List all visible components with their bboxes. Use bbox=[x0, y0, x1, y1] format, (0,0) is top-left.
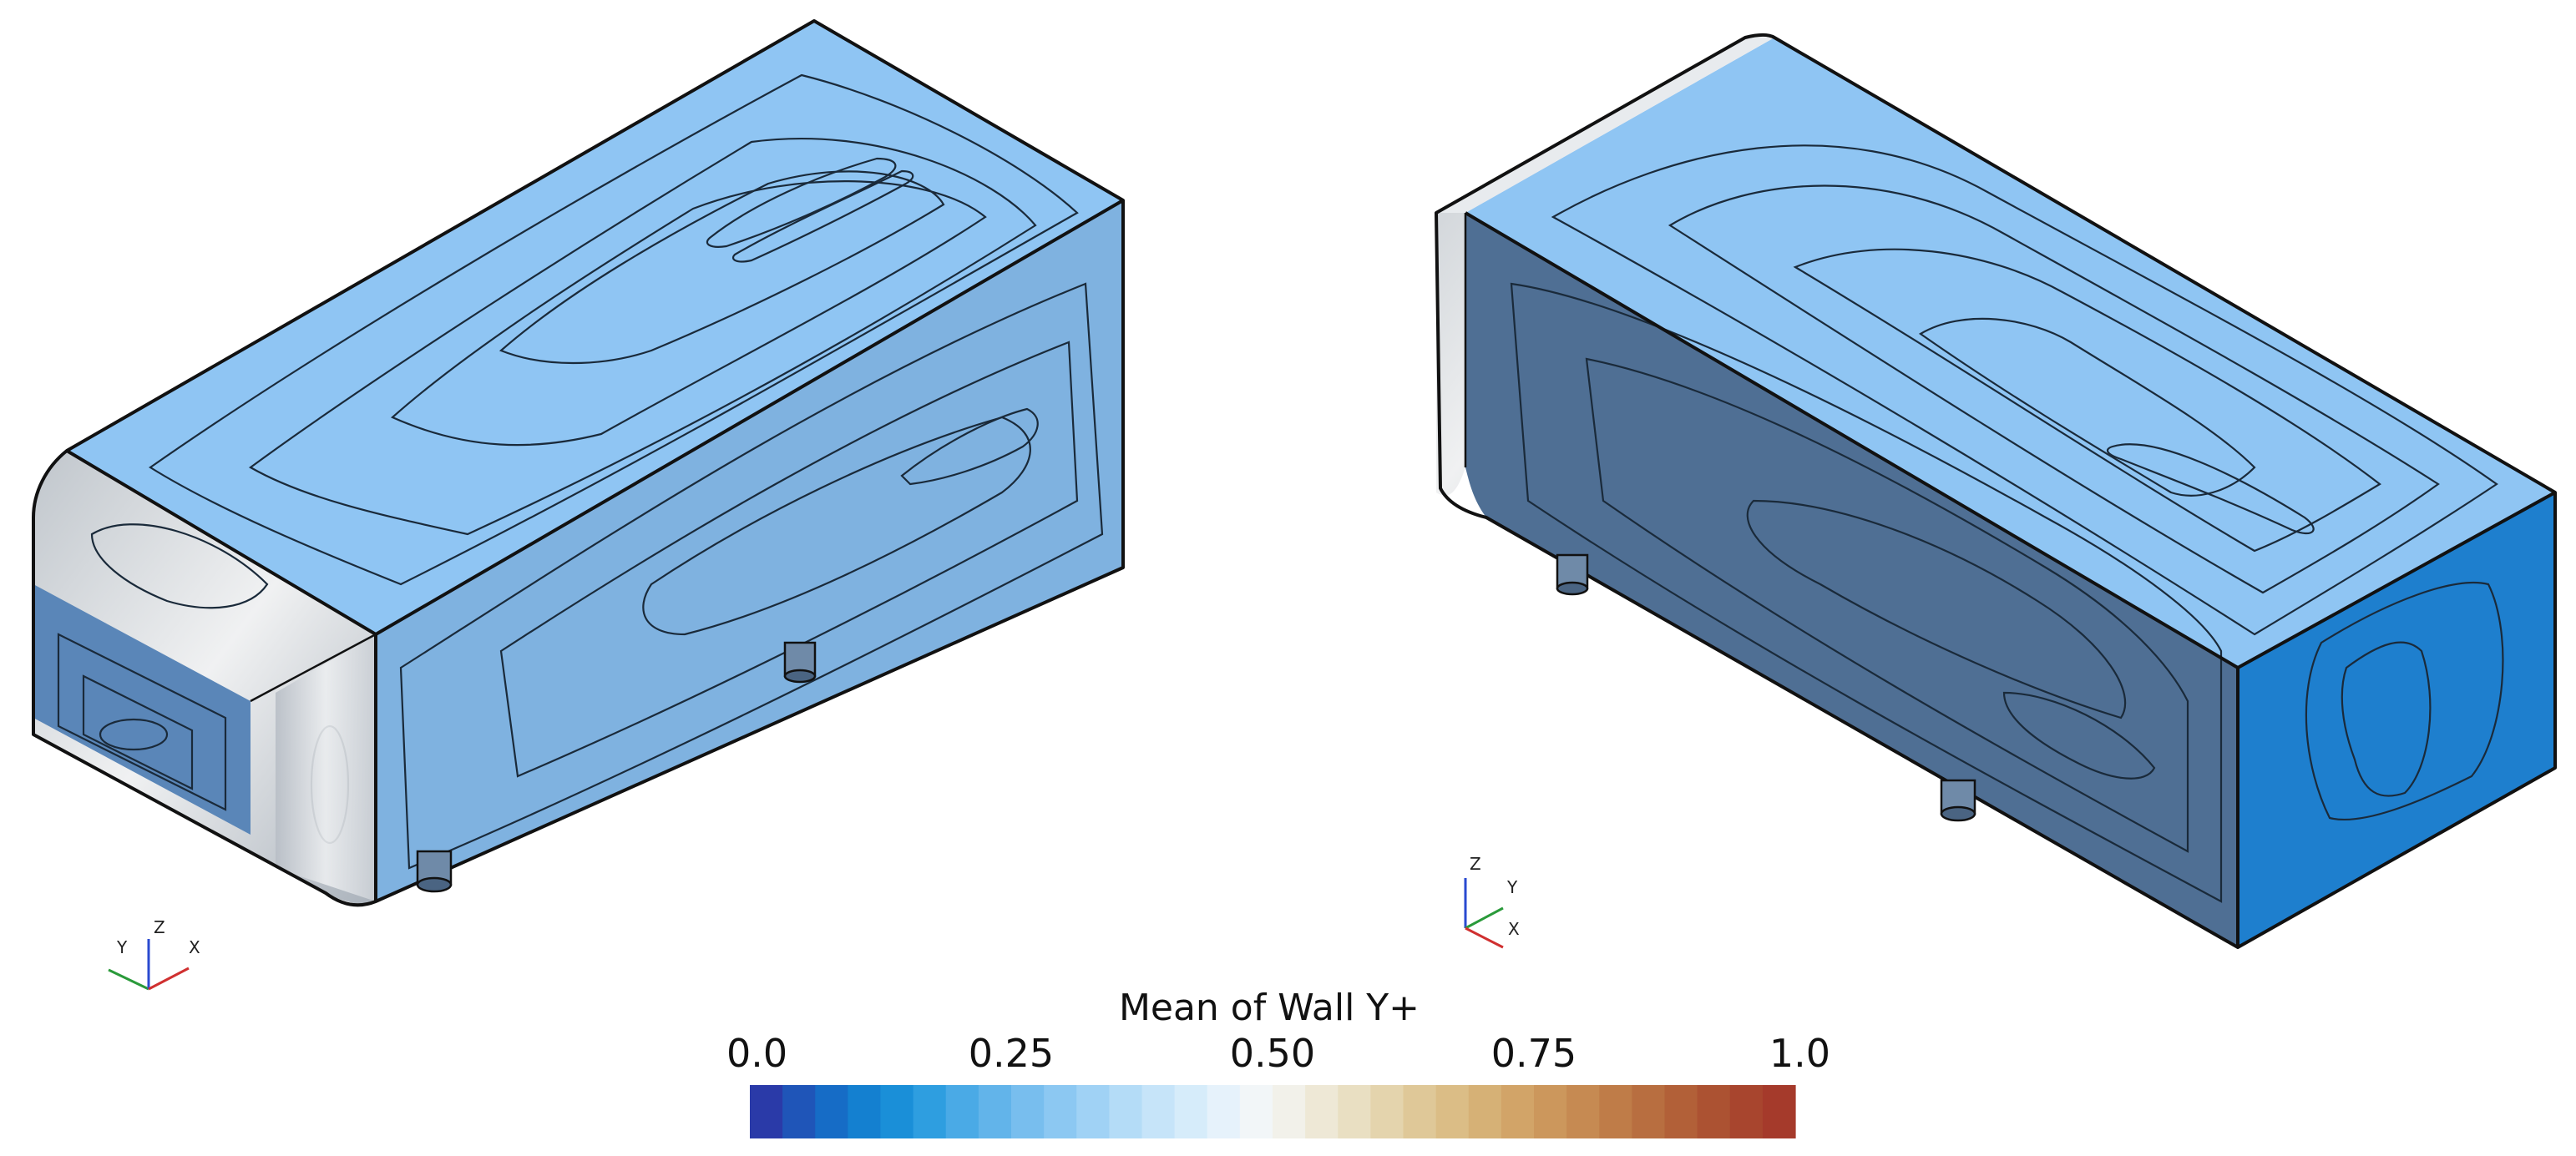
left-end-contour-2 bbox=[82, 674, 194, 790]
left-top-contour-6 bbox=[731, 169, 914, 263]
legend-color-band bbox=[750, 1085, 783, 1138]
legend-color-band bbox=[1174, 1085, 1208, 1138]
left-leg-2 bbox=[783, 641, 817, 684]
legend-color-bar bbox=[750, 1085, 1796, 1138]
left-top-contour-4 bbox=[498, 170, 945, 365]
legend-color-band bbox=[1239, 1085, 1273, 1138]
left-side-contour-3 bbox=[642, 416, 1031, 636]
legend-color-band bbox=[1109, 1085, 1143, 1138]
color-legend: Mean of Wall Y+ 0.0 0.25 0.50 0.75 1.0 bbox=[726, 987, 1830, 1138]
legend-color-band bbox=[1370, 1085, 1404, 1138]
right-triad-label-y: Y bbox=[1506, 877, 1518, 897]
right-end-strip-top bbox=[1436, 38, 1774, 213]
right-top-contour-5 bbox=[2106, 443, 2315, 534]
legend-color-band bbox=[1076, 1085, 1110, 1138]
legend-color-band bbox=[1207, 1085, 1241, 1138]
right-triad-label-z: Z bbox=[1470, 854, 1481, 874]
left-top-contour-5 bbox=[706, 157, 897, 248]
legend-color-band bbox=[1566, 1085, 1600, 1138]
left-end-side-strip bbox=[276, 634, 376, 901]
left-end-top-contour bbox=[90, 523, 269, 609]
right-model-view: Z Y X bbox=[1435, 33, 2557, 949]
left-triad-y-line bbox=[108, 968, 149, 991]
left-triad-label-z: Z bbox=[154, 917, 165, 937]
left-end-face bbox=[33, 584, 251, 835]
right-end-contour-2 bbox=[2341, 641, 2432, 797]
legend-color-band bbox=[782, 1085, 816, 1138]
right-top-face bbox=[1465, 38, 2555, 668]
right-top-contour-2 bbox=[1668, 184, 2440, 594]
legend-color-band bbox=[978, 1085, 1012, 1138]
right-side-face bbox=[1465, 213, 2238, 947]
legend-color-band bbox=[945, 1085, 979, 1138]
left-triad-label-y: Y bbox=[116, 937, 128, 957]
left-end-contour-3 bbox=[99, 718, 169, 751]
right-top-contour-1 bbox=[1551, 144, 2498, 636]
right-leg-2 bbox=[1940, 779, 1976, 822]
right-triad-x-line bbox=[1465, 926, 1504, 949]
right-side-contour-2 bbox=[1585, 357, 2189, 853]
legend-tick-label: 0.75 bbox=[1491, 1031, 1576, 1076]
right-leg-1 bbox=[1556, 553, 1589, 596]
right-end-contour-1 bbox=[2305, 581, 2504, 821]
legend-color-band bbox=[1762, 1085, 1796, 1138]
legend-tick-label: 1.0 bbox=[1769, 1031, 1830, 1076]
legend-color-band bbox=[815, 1085, 848, 1138]
right-top-contour-3 bbox=[1793, 248, 2381, 553]
legend-color-band bbox=[1632, 1085, 1666, 1138]
legend-color-band bbox=[1435, 1085, 1470, 1138]
right-axis-triad: Z Y X bbox=[1464, 854, 1520, 949]
legend-color-band bbox=[1305, 1085, 1339, 1138]
legend-tick-label: 0.0 bbox=[726, 1031, 787, 1076]
left-top-contour-3 bbox=[390, 180, 987, 447]
legend-color-band bbox=[1664, 1085, 1698, 1138]
left-triad-x-line bbox=[148, 967, 190, 991]
right-side-contour-4 bbox=[2002, 691, 2156, 780]
right-triad-y-line bbox=[1465, 906, 1504, 930]
legend-color-band bbox=[1468, 1085, 1502, 1138]
left-model-view: Y Z X bbox=[32, 19, 1125, 991]
left-outline bbox=[32, 19, 1125, 907]
left-triad-label-x: X bbox=[189, 937, 200, 957]
left-end-diagonal bbox=[250, 633, 377, 703]
right-top-contour-4 bbox=[1918, 317, 2256, 497]
legend-color-band bbox=[848, 1085, 882, 1138]
right-side-contour-1 bbox=[1510, 282, 2223, 903]
left-side-contour-2 bbox=[499, 341, 1079, 778]
legend-color-band bbox=[1011, 1085, 1045, 1138]
legend-color-band bbox=[1044, 1085, 1077, 1138]
left-side-face bbox=[376, 200, 1123, 901]
legend-color-band bbox=[1534, 1085, 1567, 1138]
legend-tick-label: 0.25 bbox=[969, 1031, 1054, 1076]
legend-color-band bbox=[913, 1085, 947, 1138]
legend-color-band bbox=[880, 1085, 914, 1138]
legend-color-band bbox=[1141, 1085, 1176, 1138]
left-top-contour-2 bbox=[248, 138, 1037, 536]
legend-color-band bbox=[1729, 1085, 1764, 1138]
legend-tick-labels: 0.0 0.25 0.50 0.75 1.0 bbox=[726, 1031, 1830, 1076]
right-outline bbox=[1435, 33, 2557, 949]
legend-color-band bbox=[1599, 1085, 1632, 1138]
right-end-face bbox=[2238, 492, 2555, 947]
legend-tick-label: 0.50 bbox=[1230, 1031, 1315, 1076]
left-side-contour-4 bbox=[900, 407, 1039, 486]
legend-title: Mean of Wall Y+ bbox=[1119, 987, 1420, 1029]
left-axis-triad: Y Z X bbox=[108, 917, 200, 991]
legend-color-band bbox=[1501, 1085, 1535, 1138]
right-triad-label-x: X bbox=[1508, 919, 1520, 939]
left-side-contour-1 bbox=[399, 282, 1104, 870]
legend-color-band bbox=[1697, 1085, 1731, 1138]
left-top-face bbox=[67, 21, 1123, 634]
legend-color-band bbox=[1403, 1085, 1437, 1138]
right-side-contour-3 bbox=[1746, 499, 2127, 719]
left-leg-1 bbox=[416, 850, 453, 893]
legend-color-band bbox=[1273, 1085, 1306, 1138]
legend-color-band bbox=[1338, 1085, 1371, 1138]
left-top-contour-1 bbox=[149, 73, 1079, 586]
left-end-contour-1 bbox=[57, 633, 227, 811]
